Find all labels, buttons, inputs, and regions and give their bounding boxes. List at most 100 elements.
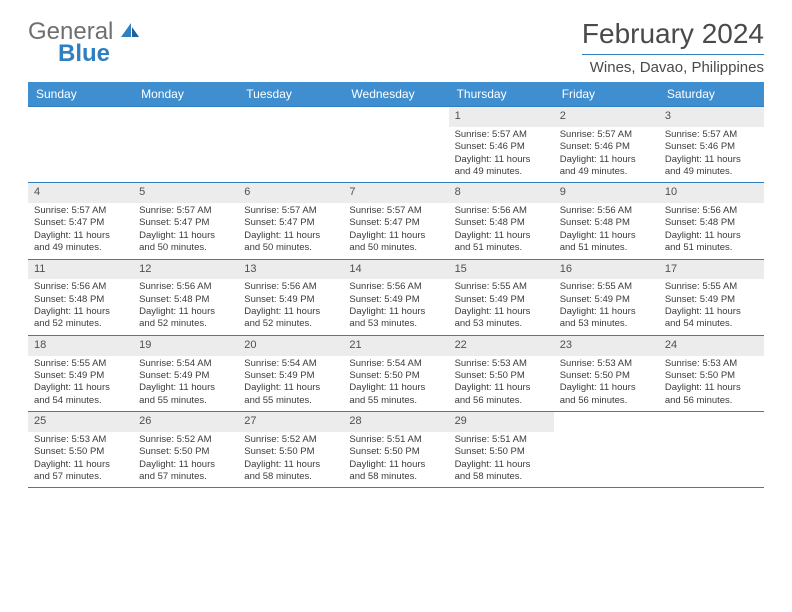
day-header-cell: Tuesday [238, 82, 343, 106]
day-cell: 27Sunrise: 5:52 AMSunset: 5:50 PMDayligh… [238, 412, 343, 487]
info-line: and 51 minutes. [455, 242, 548, 254]
info-line: and 55 minutes. [244, 395, 337, 407]
info-line: Daylight: 11 hours [455, 306, 548, 318]
day-number: 9 [554, 183, 659, 203]
info-line: Daylight: 11 hours [665, 230, 758, 242]
day-info: Sunrise: 5:56 AMSunset: 5:48 PMDaylight:… [449, 205, 554, 254]
day-cell: 1Sunrise: 5:57 AMSunset: 5:46 PMDaylight… [449, 107, 554, 182]
day-cell: 26Sunrise: 5:52 AMSunset: 5:50 PMDayligh… [133, 412, 238, 487]
day-info: Sunrise: 5:55 AMSunset: 5:49 PMDaylight:… [659, 281, 764, 330]
day-info: Sunrise: 5:51 AMSunset: 5:50 PMDaylight:… [449, 434, 554, 483]
day-cell [28, 107, 133, 182]
day-number: 14 [343, 260, 448, 280]
info-line: Sunrise: 5:56 AM [349, 281, 442, 293]
info-line: Sunset: 5:50 PM [349, 370, 442, 382]
info-line: Sunset: 5:47 PM [34, 217, 127, 229]
info-line: and 58 minutes. [244, 471, 337, 483]
info-line: and 49 minutes. [665, 166, 758, 178]
day-info: Sunrise: 5:57 AMSunset: 5:47 PMDaylight:… [238, 205, 343, 254]
day-info: Sunrise: 5:57 AMSunset: 5:47 PMDaylight:… [133, 205, 238, 254]
info-line: and 57 minutes. [34, 471, 127, 483]
info-line: and 58 minutes. [455, 471, 548, 483]
calendar: SundayMondayTuesdayWednesdayThursdayFrid… [28, 82, 764, 488]
info-line: Daylight: 11 hours [665, 154, 758, 166]
info-line: Daylight: 11 hours [455, 382, 548, 394]
day-cell: 5Sunrise: 5:57 AMSunset: 5:47 PMDaylight… [133, 183, 238, 258]
day-info: Sunrise: 5:56 AMSunset: 5:48 PMDaylight:… [554, 205, 659, 254]
info-line: and 51 minutes. [560, 242, 653, 254]
day-cell: 18Sunrise: 5:55 AMSunset: 5:49 PMDayligh… [28, 336, 133, 411]
day-header-cell: Thursday [449, 82, 554, 106]
day-info: Sunrise: 5:57 AMSunset: 5:47 PMDaylight:… [343, 205, 448, 254]
day-info: Sunrise: 5:56 AMSunset: 5:49 PMDaylight:… [238, 281, 343, 330]
info-line: Sunset: 5:50 PM [665, 370, 758, 382]
info-line: and 56 minutes. [455, 395, 548, 407]
info-line: Daylight: 11 hours [244, 459, 337, 471]
info-line: and 57 minutes. [139, 471, 232, 483]
info-line: Sunset: 5:49 PM [349, 294, 442, 306]
month-title: February 2024 [582, 18, 764, 50]
info-line: and 49 minutes. [34, 242, 127, 254]
day-number: 28 [343, 412, 448, 432]
day-number: 16 [554, 260, 659, 280]
info-line: Sunset: 5:50 PM [455, 446, 548, 458]
day-cell: 9Sunrise: 5:56 AMSunset: 5:48 PMDaylight… [554, 183, 659, 258]
info-line: Sunrise: 5:56 AM [139, 281, 232, 293]
info-line: Sunrise: 5:57 AM [139, 205, 232, 217]
info-line: and 56 minutes. [665, 395, 758, 407]
day-info: Sunrise: 5:55 AMSunset: 5:49 PMDaylight:… [554, 281, 659, 330]
header: General Blue February 2024 Wines, Davao,… [28, 18, 764, 76]
day-info: Sunrise: 5:57 AMSunset: 5:46 PMDaylight:… [449, 129, 554, 178]
info-line: Daylight: 11 hours [455, 230, 548, 242]
info-line: Sunrise: 5:57 AM [349, 205, 442, 217]
info-line: and 49 minutes. [560, 166, 653, 178]
day-header-cell: Sunday [28, 82, 133, 106]
day-info: Sunrise: 5:57 AMSunset: 5:46 PMDaylight:… [659, 129, 764, 178]
info-line: Daylight: 11 hours [349, 306, 442, 318]
day-info: Sunrise: 5:53 AMSunset: 5:50 PMDaylight:… [449, 358, 554, 407]
day-cell: 12Sunrise: 5:56 AMSunset: 5:48 PMDayligh… [133, 260, 238, 335]
info-line: and 52 minutes. [34, 318, 127, 330]
day-number: 7 [343, 183, 448, 203]
info-line: Sunrise: 5:56 AM [34, 281, 127, 293]
info-line: Daylight: 11 hours [349, 459, 442, 471]
day-number: 2 [554, 107, 659, 127]
day-header-cell: Wednesday [343, 82, 448, 106]
info-line: Sunset: 5:49 PM [665, 294, 758, 306]
logo-sail-icon [115, 18, 141, 46]
info-line: and 55 minutes. [139, 395, 232, 407]
day-cell [343, 107, 448, 182]
day-info: Sunrise: 5:52 AMSunset: 5:50 PMDaylight:… [133, 434, 238, 483]
day-number: 27 [238, 412, 343, 432]
day-cell: 28Sunrise: 5:51 AMSunset: 5:50 PMDayligh… [343, 412, 448, 487]
info-line: Sunrise: 5:57 AM [665, 129, 758, 141]
location: Wines, Davao, Philippines [582, 54, 764, 76]
day-number: 5 [133, 183, 238, 203]
info-line: Sunset: 5:48 PM [139, 294, 232, 306]
day-info: Sunrise: 5:56 AMSunset: 5:48 PMDaylight:… [133, 281, 238, 330]
day-cell: 15Sunrise: 5:55 AMSunset: 5:49 PMDayligh… [449, 260, 554, 335]
day-number: 26 [133, 412, 238, 432]
day-number: 18 [28, 336, 133, 356]
day-cell: 6Sunrise: 5:57 AMSunset: 5:47 PMDaylight… [238, 183, 343, 258]
info-line: Daylight: 11 hours [560, 154, 653, 166]
day-number: 23 [554, 336, 659, 356]
info-line: and 51 minutes. [665, 242, 758, 254]
day-cell: 20Sunrise: 5:54 AMSunset: 5:49 PMDayligh… [238, 336, 343, 411]
day-number: 21 [343, 336, 448, 356]
day-number: 15 [449, 260, 554, 280]
info-line: Sunrise: 5:54 AM [139, 358, 232, 370]
info-line: Sunset: 5:49 PM [139, 370, 232, 382]
info-line: Sunrise: 5:54 AM [244, 358, 337, 370]
week-row: 1Sunrise: 5:57 AMSunset: 5:46 PMDaylight… [28, 106, 764, 183]
day-info: Sunrise: 5:53 AMSunset: 5:50 PMDaylight:… [659, 358, 764, 407]
logo-text-blue: Blue [58, 40, 110, 67]
info-line: Sunset: 5:46 PM [455, 141, 548, 153]
day-header-cell: Saturday [659, 82, 764, 106]
info-line: Daylight: 11 hours [349, 382, 442, 394]
info-line: Sunset: 5:48 PM [665, 217, 758, 229]
info-line: Daylight: 11 hours [139, 230, 232, 242]
info-line: Sunset: 5:46 PM [560, 141, 653, 153]
week-row: 18Sunrise: 5:55 AMSunset: 5:49 PMDayligh… [28, 336, 764, 412]
info-line: Sunrise: 5:56 AM [665, 205, 758, 217]
